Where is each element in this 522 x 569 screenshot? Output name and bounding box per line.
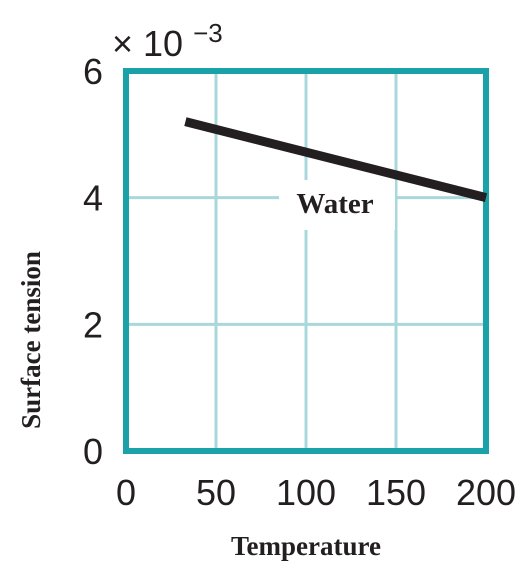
grid-lines	[126, 71, 486, 451]
x-tick-label: 100	[276, 472, 336, 513]
series-label-background	[279, 180, 395, 230]
y-tick-label: 2	[83, 304, 103, 345]
plot-frame	[123, 68, 489, 454]
x-tick-label: 150	[366, 472, 426, 513]
y-scale-base: × 10	[112, 23, 183, 64]
series-label-water: Water	[296, 188, 373, 220]
x-tick-labels: 0 50 100 150 200	[116, 472, 516, 513]
x-tick-label: 200	[456, 472, 516, 513]
y-tick-labels: 0 2 4 6	[83, 51, 103, 472]
y-scale-exponent: −3	[193, 18, 223, 48]
x-axis-title: Temperature	[231, 531, 381, 561]
series-layer	[184, 117, 488, 203]
y-tick-label: 0	[83, 431, 103, 472]
series-line-water	[184, 117, 488, 203]
y-axis-title: Surface tension	[16, 251, 46, 429]
x-tick-label: 50	[196, 472, 236, 513]
y-scale-factor: × 10 −3	[112, 18, 223, 64]
y-tick-label: 6	[83, 51, 103, 92]
x-tick-label: 0	[116, 472, 136, 513]
y-tick-label: 4	[83, 178, 103, 219]
